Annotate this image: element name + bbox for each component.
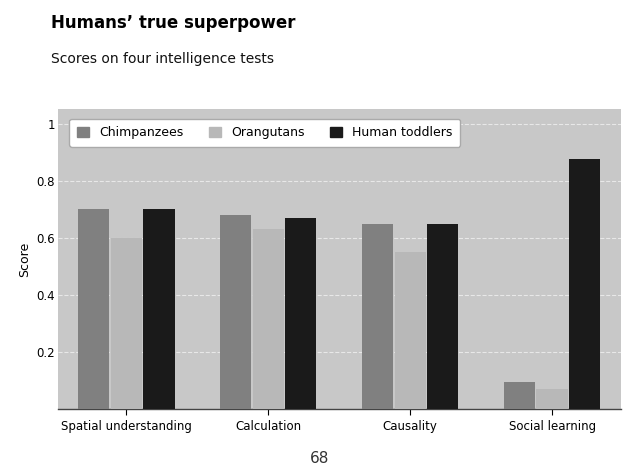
Bar: [78, 209, 109, 409]
Bar: [394, 252, 426, 409]
Bar: [220, 215, 251, 409]
Y-axis label: Score: Score: [18, 242, 31, 277]
Bar: [569, 159, 600, 409]
Legend: Chimpanzees, Orangutans, Human toddlers: Chimpanzees, Orangutans, Human toddlers: [70, 119, 460, 147]
Bar: [504, 382, 535, 409]
Bar: [253, 229, 284, 409]
Text: Humans’ true superpower: Humans’ true superpower: [51, 14, 296, 32]
Bar: [285, 218, 317, 409]
Bar: [362, 224, 393, 409]
Bar: [536, 389, 568, 409]
Bar: [143, 209, 175, 409]
Bar: [428, 224, 458, 409]
Text: Scores on four intelligence tests: Scores on four intelligence tests: [51, 52, 274, 66]
Text: 68: 68: [310, 451, 330, 466]
Bar: [111, 238, 142, 409]
